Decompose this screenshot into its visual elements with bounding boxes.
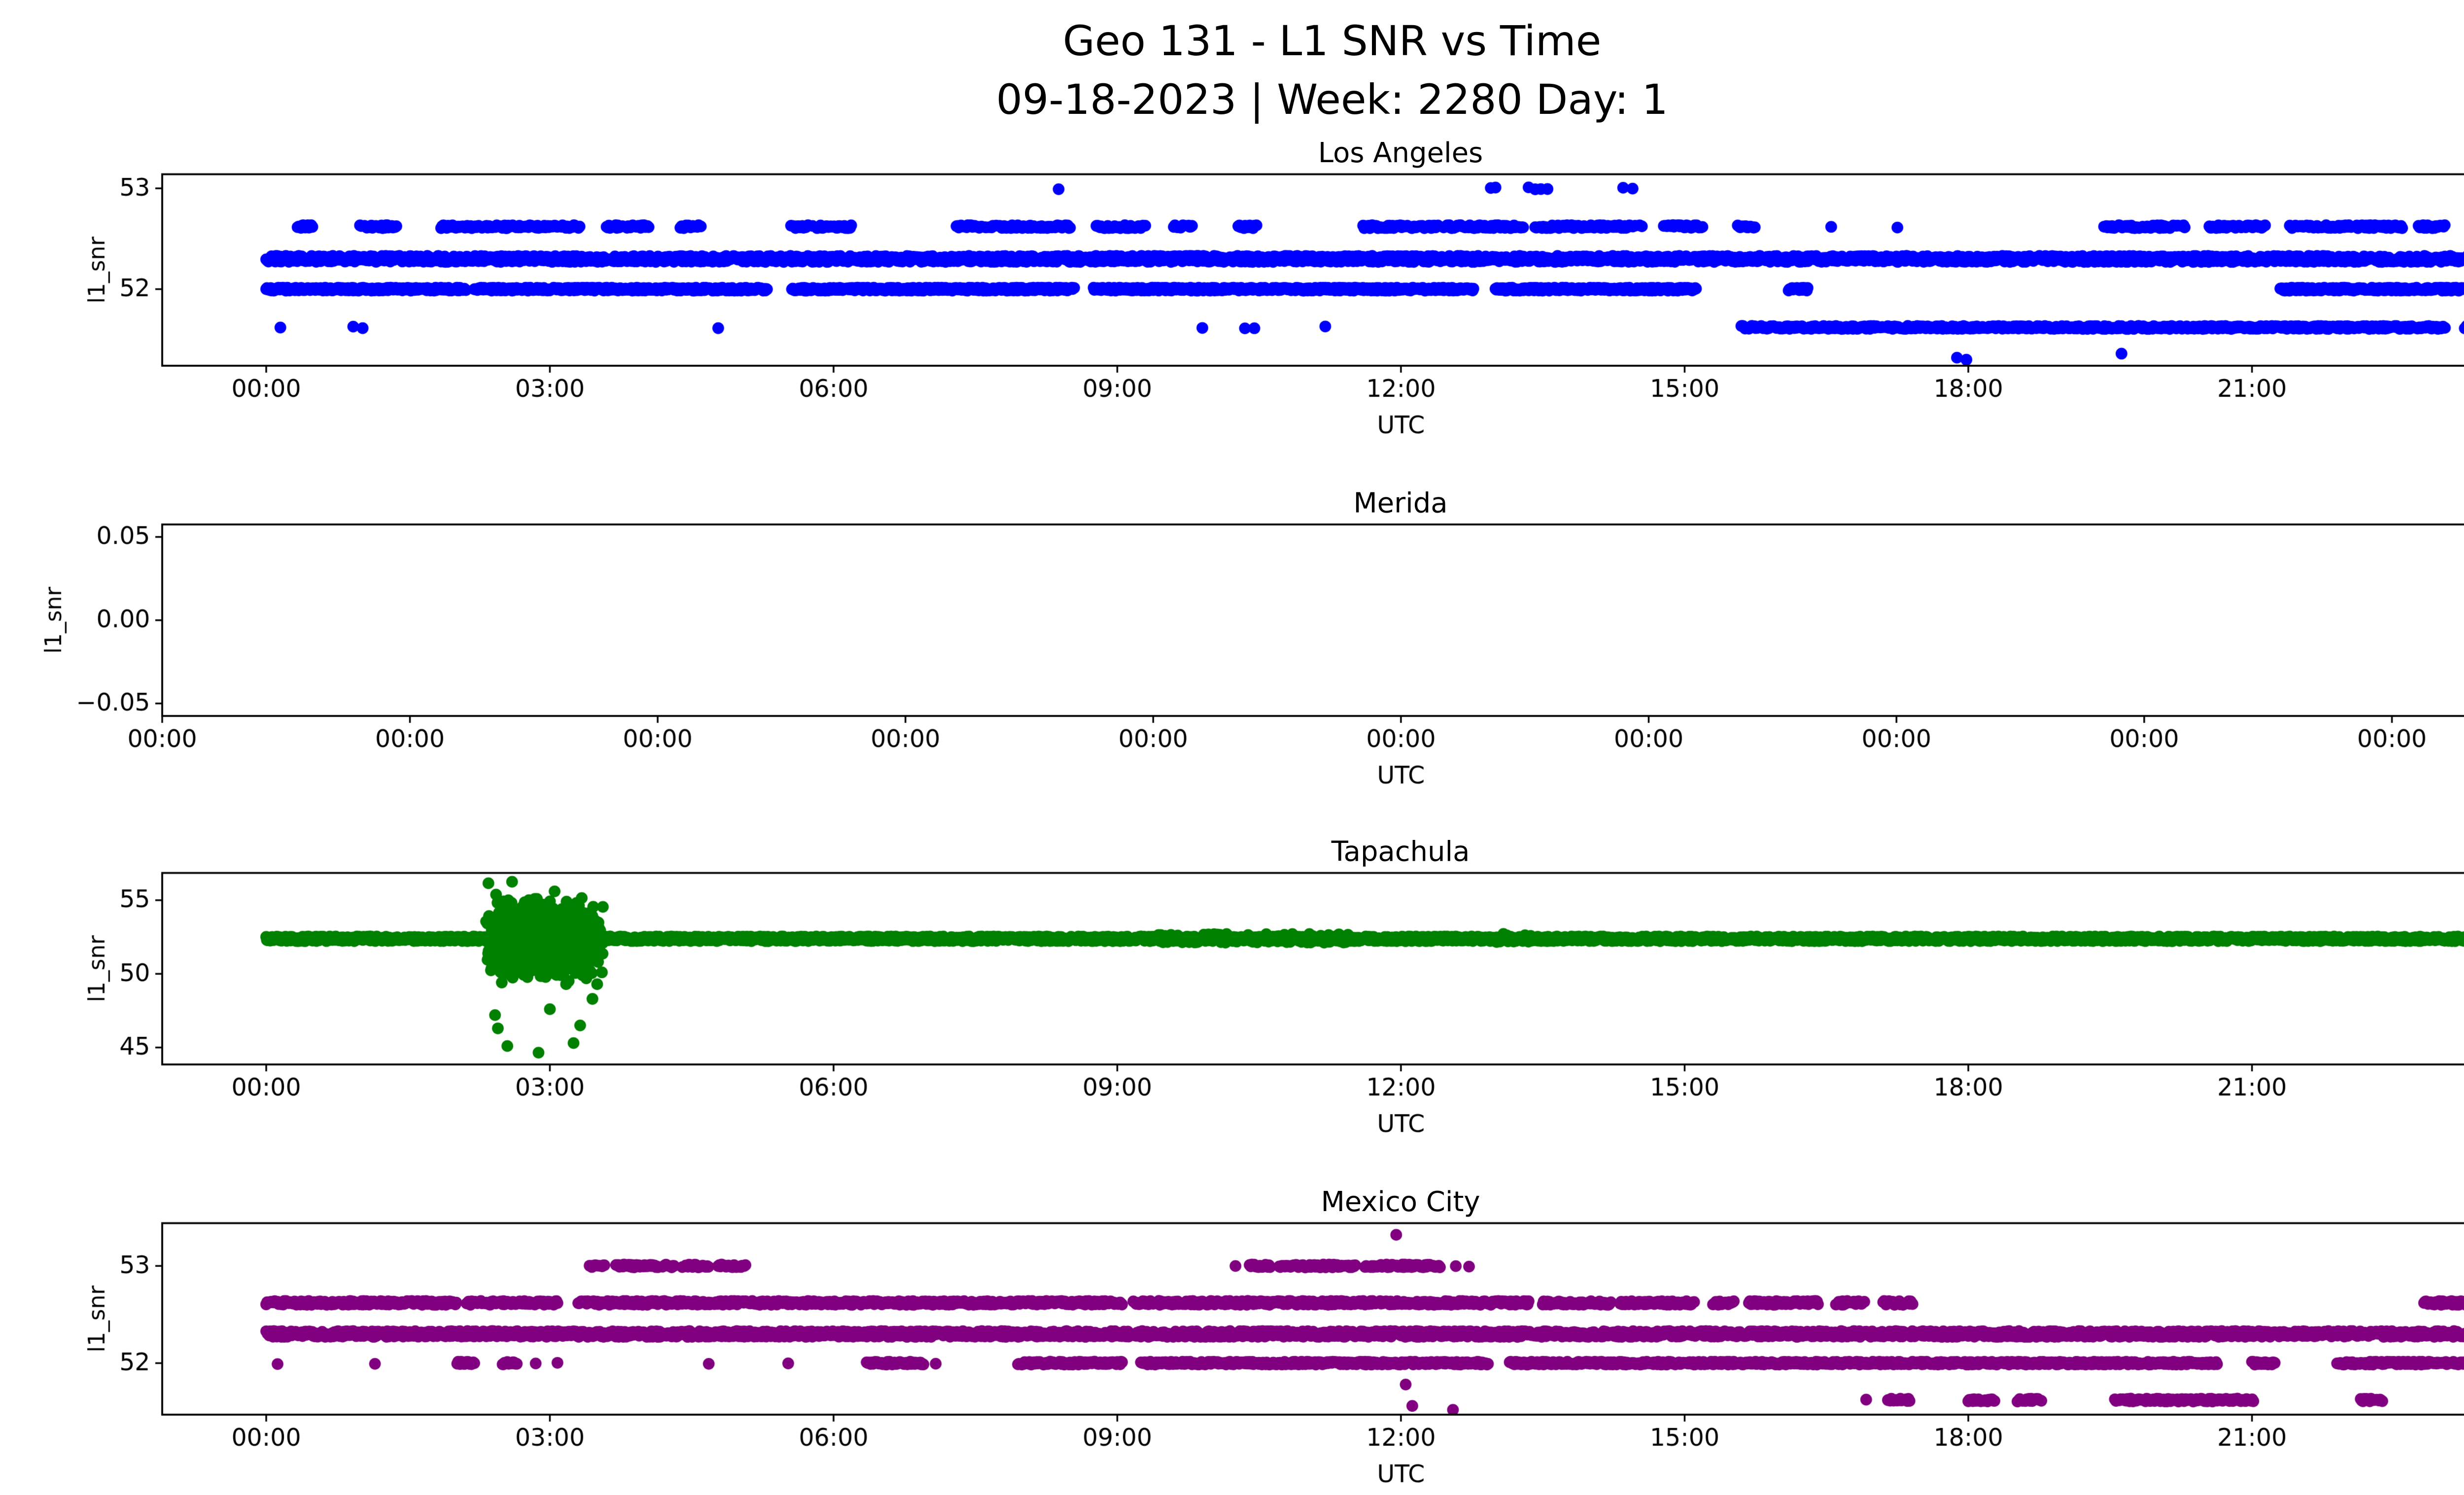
mexico-city-plot-canvas [0,1221,2464,1494]
subplot-title-merida: Merida [1353,487,1448,520]
subplot-title-tapachula: Tapachula [1331,835,1470,868]
subplot-mexico-city: Mexico City [0,1183,2464,1495]
merida-plot-canvas [0,522,2464,796]
subplot-tapachula: Tapachula [0,834,2464,1153]
subplot-merida: Merida [0,485,2464,804]
figure-subtitle: 09-18-2023 | Week: 2280 Day: 1 [996,76,1668,124]
figure-title: Geo 131 - L1 SNR vs Time [1062,17,1602,66]
subplot-title-mexico-city: Mexico City [1321,1185,1480,1218]
subplot-los-angeles: Los Angeles [0,135,2464,454]
subplot-title-los-angeles: Los Angeles [1318,136,1483,170]
tapachula-plot-canvas [0,871,2464,1144]
los-angeles-plot-canvas [0,173,2464,445]
